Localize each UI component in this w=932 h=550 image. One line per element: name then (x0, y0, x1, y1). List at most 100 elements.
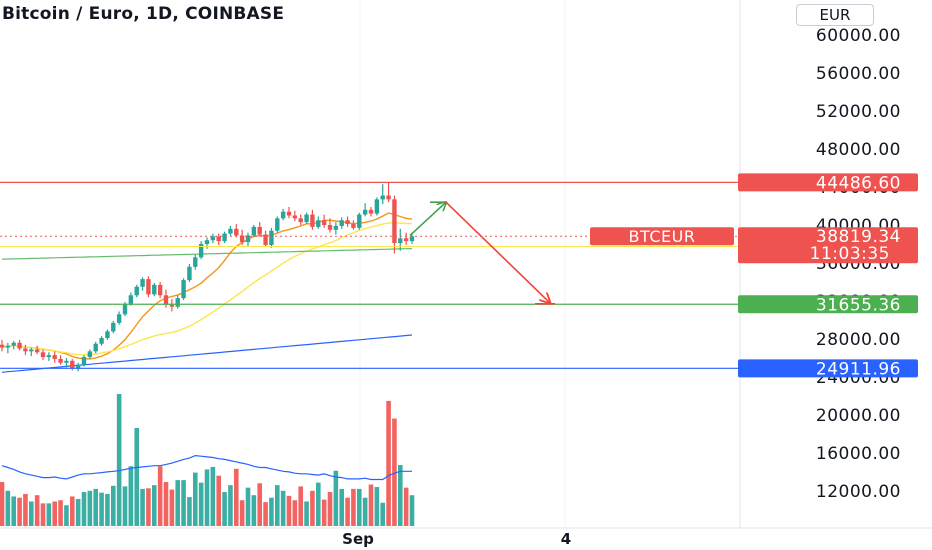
volume-bar (245, 487, 251, 526)
price-tag-box (738, 173, 918, 192)
volume-bar (386, 400, 391, 526)
candlesticks (0, 182, 415, 372)
moving-averages (1, 212, 413, 373)
candle-body (321, 220, 327, 225)
candle (193, 254, 198, 270)
candle-body (40, 352, 46, 358)
volume-bar (321, 499, 327, 526)
price-tags: 44486.6037734.7931655.3624911.9638819.34… (590, 173, 918, 379)
volume-bar (163, 482, 169, 526)
price-tag-label: 44486.60 (816, 173, 901, 193)
volume-bar (339, 488, 345, 526)
volume-bar (374, 487, 380, 526)
candle-body (351, 224, 356, 228)
ma-mid-line (1, 222, 412, 356)
price-tag: 31655.36 (738, 295, 918, 315)
candle-body (93, 343, 98, 352)
candle-body (245, 235, 251, 243)
candle-body (146, 279, 151, 295)
candle (251, 225, 257, 238)
price-tag-label: 24911.96 (816, 359, 901, 379)
candle-body (29, 349, 34, 352)
candle (34, 345, 40, 355)
volume-bar (280, 490, 286, 526)
volume-bar (263, 502, 268, 526)
volume-bar (380, 502, 386, 526)
volume-bar (192, 472, 198, 526)
currency-button[interactable]: EUR (796, 4, 874, 26)
volume-bar (151, 485, 157, 526)
candle (304, 212, 309, 225)
volume-bar (269, 497, 274, 526)
volume-bar (403, 487, 409, 526)
candle (339, 217, 344, 229)
symbol-tag-box (590, 227, 734, 246)
candle (152, 282, 157, 297)
candle-body (310, 214, 315, 227)
ma-fast-line (1, 212, 413, 360)
volume-bar (304, 501, 309, 526)
candle-body (251, 226, 257, 236)
bullish-projection-arrow (409, 202, 446, 237)
price-tag-box (738, 359, 918, 378)
candle (40, 349, 46, 360)
candle-body (58, 358, 63, 363)
candle (368, 206, 374, 217)
volume-bar (397, 465, 403, 526)
candle-body (374, 199, 380, 214)
candle-body (140, 279, 145, 287)
symbol-tag-label: BTCEUR (629, 227, 696, 246)
candle (222, 231, 227, 244)
candle (140, 277, 145, 291)
volume-bar (11, 496, 17, 526)
candle-body (210, 236, 216, 241)
volume-bar (81, 492, 87, 526)
volume-bar (146, 488, 151, 526)
volume-bar (116, 394, 122, 526)
volume-bar (140, 488, 145, 526)
candle-body (116, 314, 122, 323)
time-tick-label: 4 (561, 530, 571, 548)
candle-body (187, 266, 192, 281)
volume-bar (110, 485, 116, 526)
last-price-box (738, 227, 918, 264)
candle-body (169, 304, 175, 307)
price-tick-label: 52000.00 (816, 102, 901, 122)
volume-bar (99, 492, 104, 526)
candle-body (234, 228, 239, 236)
candle-body (357, 214, 362, 228)
candle-body (239, 235, 245, 243)
candle (0, 339, 5, 352)
candle (64, 358, 69, 368)
candle (245, 232, 251, 246)
volume-bar (310, 490, 315, 526)
candle (374, 197, 380, 216)
volume-bar (274, 485, 280, 526)
candle (269, 227, 274, 248)
candle (134, 284, 139, 298)
candle-body (34, 349, 40, 353)
candle (146, 276, 151, 298)
volume-bar (409, 495, 415, 526)
candle-body (23, 348, 28, 352)
price-tick-label: 56000.00 (816, 64, 901, 84)
volume-bar (0, 482, 5, 526)
candle-body (157, 284, 163, 296)
volume-bar (181, 480, 186, 526)
volume-bar (204, 469, 210, 526)
candle (298, 214, 303, 225)
candle (52, 351, 57, 363)
price-tick-label: 12000.00 (816, 482, 901, 502)
candle (23, 344, 28, 356)
candle-body (87, 351, 93, 358)
price-tag: 24911.96 (738, 359, 918, 379)
candle (351, 220, 356, 230)
candle (392, 195, 397, 254)
volume-bar (368, 484, 374, 526)
candle (362, 203, 368, 217)
candle-body (128, 295, 134, 304)
candle (321, 214, 327, 228)
candle-body (380, 195, 385, 200)
volume-bar (345, 497, 350, 526)
